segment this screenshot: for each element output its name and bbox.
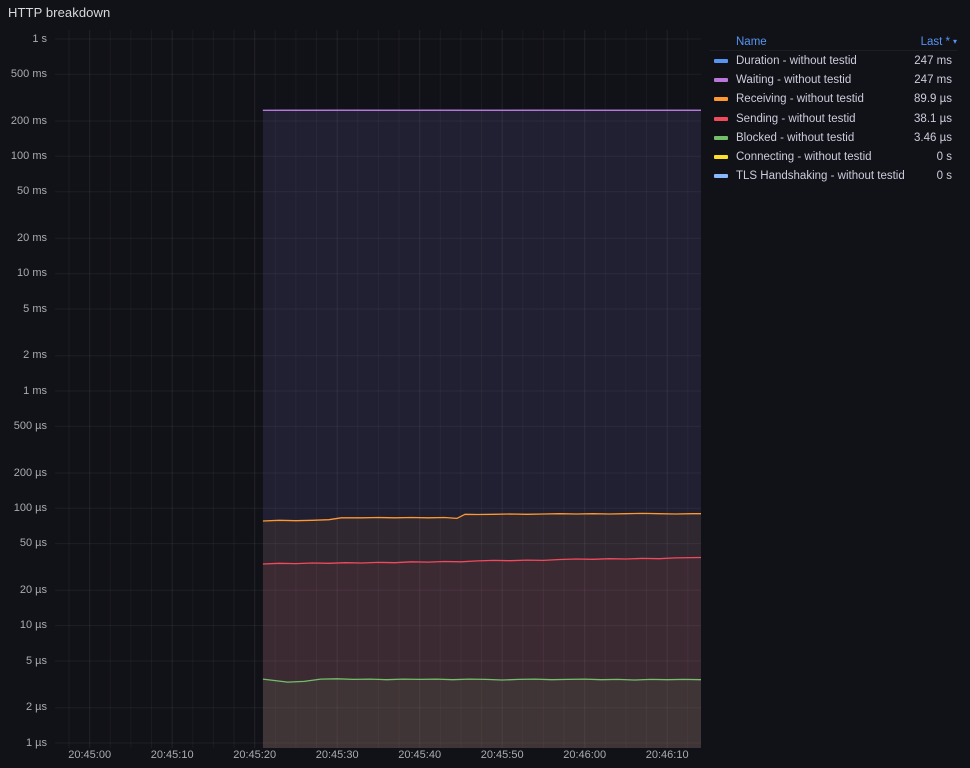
series-color-swatch: [714, 97, 728, 102]
sort-descending-icon: ▾: [952, 37, 957, 46]
series-label: Duration - without testid: [736, 54, 857, 67]
panel-title[interactable]: HTTP breakdown: [8, 5, 111, 20]
legend-header-last-label: Last *: [920, 35, 950, 48]
legend-row[interactable]: Connecting - without testid 0 s: [710, 147, 957, 166]
series-fill: [262, 513, 701, 748]
series-fill: [262, 557, 701, 748]
series-last-value: 3.46 µs: [914, 131, 952, 144]
series-color-swatch: [714, 174, 728, 179]
series-last-value: 38.1 µs: [914, 112, 952, 125]
legend-header: Name Last * ▾: [710, 33, 957, 51]
legend-row[interactable]: TLS Handshaking - without testid 0 s: [710, 167, 957, 186]
legend-row[interactable]: Blocked - without testid 3.46 µs: [710, 128, 957, 147]
series-last-value: 247 ms: [914, 73, 952, 86]
series-line: [262, 556, 702, 565]
series-fill: [262, 110, 701, 748]
legend-header-name[interactable]: Name: [736, 35, 767, 48]
series-label: Connecting - without testid: [736, 151, 872, 164]
series-color-swatch: [714, 135, 728, 140]
series-last-value: 0 s: [936, 151, 952, 164]
series-color-swatch: [714, 58, 728, 63]
series-label: Waiting - without testid: [736, 73, 852, 86]
series-fill: [262, 678, 701, 748]
series-label: TLS Handshaking - without testid: [736, 170, 905, 183]
series-label: Blocked - without testid: [736, 131, 855, 144]
legend-table: Name Last * ▾ Duration - without testid 24…: [710, 33, 957, 186]
series-last-value: 0 s: [936, 170, 952, 183]
series-color-swatch: [714, 77, 728, 82]
series-fill: [262, 110, 701, 748]
series-last-value: 247 ms: [914, 54, 952, 67]
series-last-value: 89.9 µs: [914, 93, 952, 106]
series-line: [262, 512, 701, 522]
legend-row[interactable]: Duration - without testid 247 ms: [710, 51, 957, 70]
series-line: [262, 678, 702, 683]
legend-row[interactable]: Receiving - without testid 89.9 µs: [710, 90, 957, 109]
series-label: Sending - without testid: [736, 112, 856, 125]
legend-row[interactable]: Sending - without testid 38.1 µs: [710, 109, 957, 128]
legend-rows: Duration - without testid 247 ms Waiting -…: [710, 51, 957, 186]
legend-row[interactable]: Waiting - without testid 247 ms: [710, 70, 957, 89]
series-color-swatch: [714, 116, 728, 121]
legend-header-last[interactable]: Last * ▾: [921, 36, 957, 48]
series-color-swatch: [714, 155, 728, 160]
series-label: Receiving - without testid: [736, 93, 864, 106]
